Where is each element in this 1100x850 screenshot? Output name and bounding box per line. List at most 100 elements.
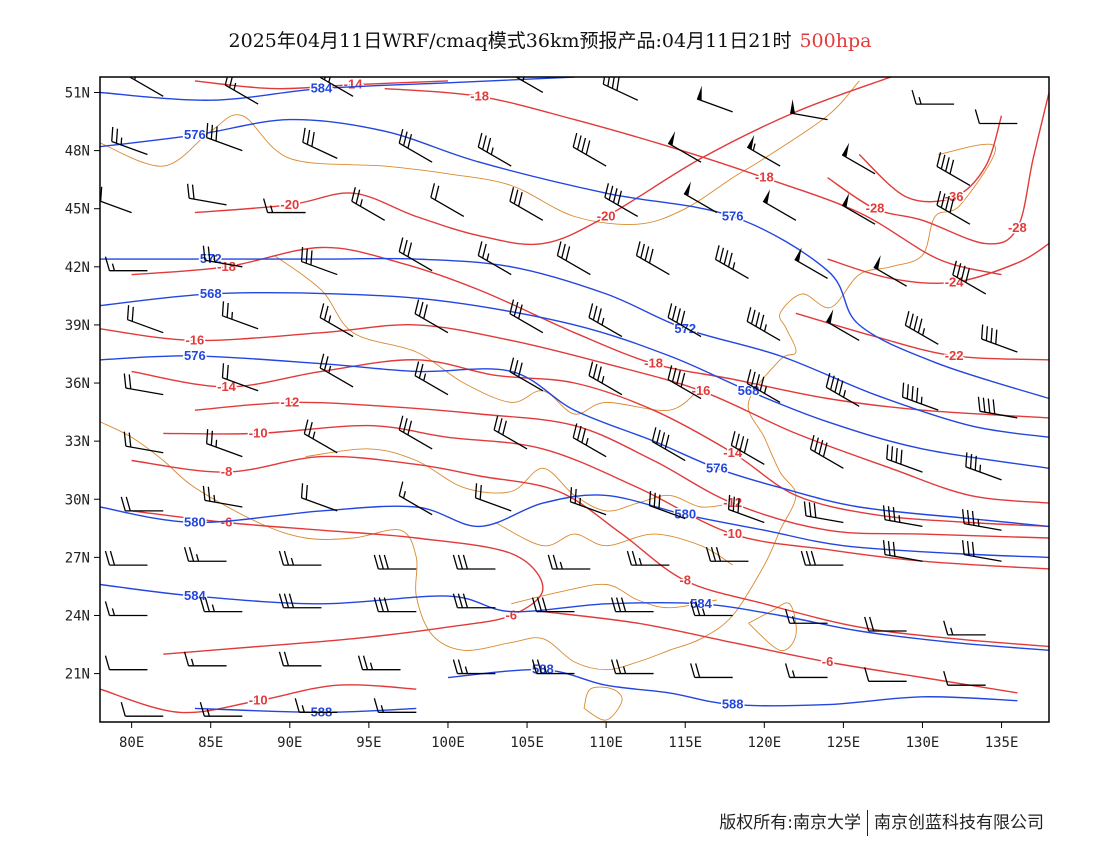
wind-barb bbox=[262, 198, 306, 214]
temperature-contour-label: -14 bbox=[217, 379, 237, 394]
x-tick-label: 110E bbox=[589, 735, 623, 751]
wind-barb bbox=[825, 372, 860, 407]
y-tick-label: 36N bbox=[65, 376, 90, 392]
wind-barb bbox=[414, 361, 449, 396]
wind-barb bbox=[626, 550, 670, 566]
temperature-contour--14 bbox=[131, 359, 1049, 528]
map-title: 2025年04月11日WRF/cmaq模式36km预报产品:04月11日21时 5… bbox=[0, 26, 1100, 53]
wind-barb bbox=[730, 431, 765, 465]
temperature-contour--10 bbox=[163, 424, 1049, 570]
wind-barb bbox=[477, 132, 512, 167]
wind-barb-layer bbox=[100, 77, 1018, 717]
wind-barb bbox=[398, 481, 433, 516]
wind-barb bbox=[100, 186, 132, 214]
wind-barb bbox=[784, 609, 828, 624]
wind-barb bbox=[667, 131, 702, 163]
wind-barb bbox=[746, 134, 781, 167]
temperature-contour--12 bbox=[194, 401, 1049, 539]
wind-barb bbox=[123, 373, 164, 396]
temperature-contour-label: -28 bbox=[866, 201, 885, 216]
wind-barb bbox=[651, 427, 686, 462]
border-line bbox=[100, 143, 996, 671]
wind-barb bbox=[825, 309, 860, 341]
title-main: 2025年04月11日WRF/cmaq模式36km预报产品:04月11日21时 bbox=[228, 30, 792, 52]
temperature-contour-label: -36 bbox=[945, 189, 964, 204]
wind-barb bbox=[602, 77, 639, 101]
temperature-contour--14 bbox=[194, 80, 449, 90]
wind-barb bbox=[414, 299, 449, 334]
y-tick-label: 24N bbox=[65, 608, 90, 624]
wind-barb bbox=[104, 601, 148, 617]
wind-barb bbox=[477, 241, 512, 276]
wind-barb bbox=[901, 382, 939, 411]
border-line bbox=[495, 522, 733, 566]
height-contour-label: 580 bbox=[674, 507, 696, 522]
wind-barb bbox=[936, 190, 971, 225]
wind-barb bbox=[129, 77, 164, 97]
footer: 版权所有:南京大学 南京创蓝科技有限公司 bbox=[719, 808, 1044, 836]
wind-barb bbox=[303, 419, 338, 454]
wind-barb bbox=[882, 505, 923, 528]
wind-barb bbox=[373, 698, 417, 713]
wind-barb bbox=[398, 237, 433, 272]
height-contour-label: 584 bbox=[184, 588, 206, 603]
wind-barb bbox=[300, 247, 338, 276]
temperature-contour-label: -8 bbox=[679, 573, 691, 588]
wind-barb bbox=[373, 554, 417, 570]
wind-barb bbox=[803, 501, 844, 524]
temperature-contour--16 bbox=[100, 324, 1049, 504]
wind-barb bbox=[841, 193, 876, 225]
temperature-contour--6 bbox=[542, 610, 1018, 694]
x-tick-label: 90E bbox=[277, 735, 302, 751]
height-contour-584 bbox=[100, 77, 575, 101]
wind-barb bbox=[809, 434, 844, 469]
wind-barb bbox=[648, 491, 686, 520]
y-tick-label: 33N bbox=[65, 434, 90, 450]
wind-barb bbox=[104, 256, 148, 272]
wind-barb bbox=[690, 601, 733, 617]
x-tick-label: 120E bbox=[747, 735, 781, 751]
wind-barb bbox=[319, 303, 354, 338]
wind-barb bbox=[278, 593, 322, 609]
wind-barb bbox=[667, 365, 702, 400]
wind-barb bbox=[199, 597, 243, 613]
x-tick-label: 80E bbox=[119, 735, 144, 751]
wind-barb bbox=[635, 241, 670, 276]
temperature-contour-label: -12 bbox=[723, 495, 742, 510]
wind-barb bbox=[864, 667, 907, 682]
x-tick-label: 85E bbox=[198, 735, 223, 751]
wind-barb bbox=[800, 550, 844, 566]
temperature-contour-label: -10 bbox=[249, 693, 268, 708]
copyright-text: 版权所有:南京大学 bbox=[719, 813, 861, 833]
temperature-contour-label: -6 bbox=[505, 607, 517, 622]
wind-barb bbox=[278, 651, 322, 667]
temperature-contour-label: -18 bbox=[644, 356, 663, 371]
border-layer bbox=[100, 80, 996, 721]
wind-barb bbox=[123, 431, 164, 454]
wind-barb bbox=[886, 444, 923, 473]
height-contour-584 bbox=[100, 583, 1049, 651]
x-tick-label: 125E bbox=[827, 735, 861, 751]
y-tick-label: 39N bbox=[65, 318, 90, 334]
height-contour-label: 576 bbox=[706, 460, 728, 475]
wind-barb bbox=[882, 540, 923, 562]
wind-barb bbox=[300, 483, 338, 512]
wind-barb bbox=[120, 496, 164, 512]
wind-barb bbox=[714, 245, 749, 280]
wind-barb bbox=[974, 109, 1018, 125]
temperature-contour--22 bbox=[795, 312, 1049, 361]
wind-barb bbox=[683, 181, 718, 214]
wind-barb bbox=[961, 509, 1002, 531]
wind-barb bbox=[493, 415, 528, 450]
temperature-contour-label: -6 bbox=[822, 654, 834, 669]
wind-barb bbox=[357, 655, 401, 671]
height-contour-576 bbox=[100, 355, 1049, 528]
temperature-contour--20 bbox=[194, 77, 892, 246]
wind-barb bbox=[186, 183, 227, 206]
y-tick-label: 30N bbox=[65, 492, 90, 508]
wind-barb bbox=[604, 183, 639, 218]
temperature-contour-label: -10 bbox=[723, 526, 742, 541]
wind-barb bbox=[104, 655, 148, 671]
temperature-contour--6 bbox=[131, 510, 544, 655]
border-line bbox=[583, 686, 623, 721]
